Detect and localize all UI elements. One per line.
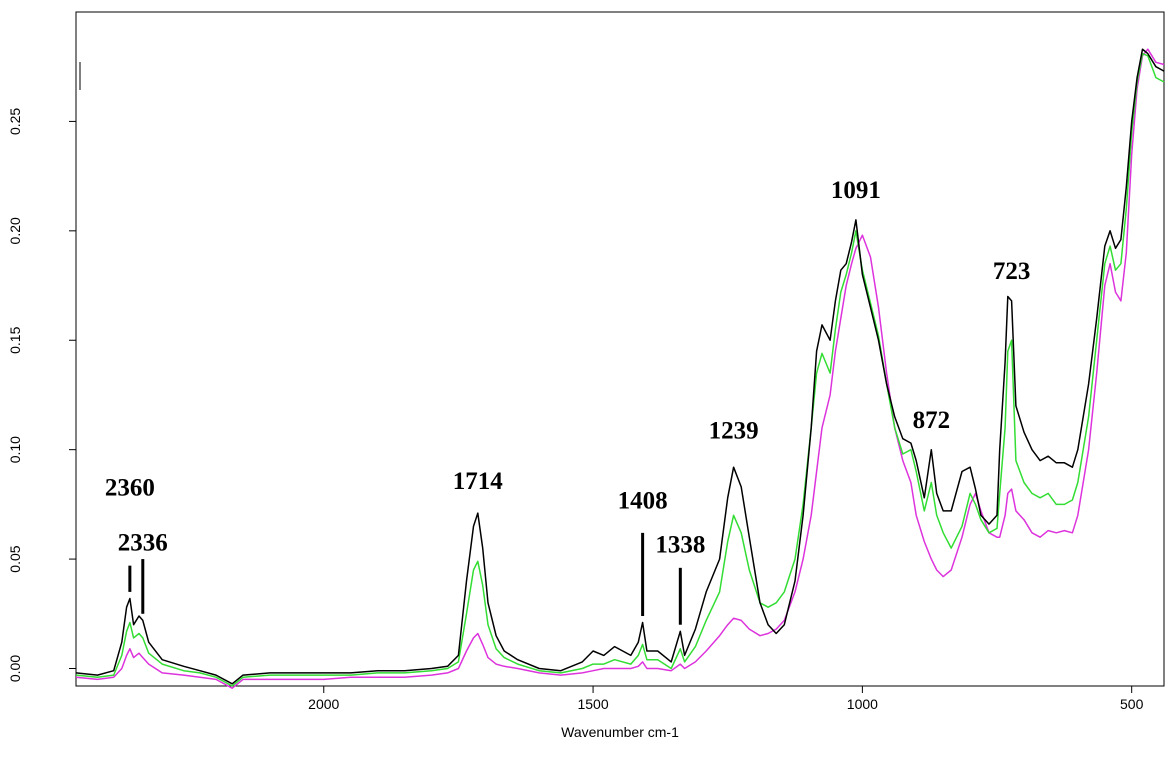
x-tick-label: 2000 <box>308 696 339 712</box>
spectrum-line-3 <box>75 48 1165 689</box>
x-tick-label: 1000 <box>847 696 878 712</box>
peak-label: 1239 <box>709 418 759 445</box>
peak-label: 723 <box>993 258 1031 285</box>
y-tick-label: 0.05 <box>7 545 23 572</box>
annotation-layer: 2360 2336 1714 1408 1338 1239 1091 872 723 <box>105 177 1030 625</box>
y-tick-label: 0.25 <box>7 108 23 135</box>
series-layer <box>75 48 1165 689</box>
x-tick-label: 1500 <box>577 696 608 712</box>
x-tick-label: 500 <box>1120 696 1144 712</box>
y-tick-label: 0.10 <box>7 436 23 463</box>
peak-label: 1408 <box>618 488 668 515</box>
y-tick-label: 0.20 <box>7 217 23 244</box>
axis-layer: 2000 1500 1000 500 0.00 0.05 0.10 0.15 0.20 0.25 <box>7 108 1144 712</box>
peak-label: 872 <box>913 407 951 434</box>
peak-label: 1714 <box>453 468 504 495</box>
y-tick-label: 0.15 <box>7 326 23 353</box>
peak-label: 2336 <box>118 529 168 556</box>
peak-label: 1338 <box>655 532 705 559</box>
peak-label: 1091 <box>831 177 881 204</box>
y-tick-label: 0.00 <box>7 655 23 682</box>
spectrum-line-2 <box>75 52 1165 687</box>
x-axis-title: Wavenumber cm-1 <box>561 724 679 740</box>
plot-frame <box>75 11 1165 687</box>
peak-label: 2360 <box>105 475 155 502</box>
spectrum-line-1 <box>75 48 1165 685</box>
